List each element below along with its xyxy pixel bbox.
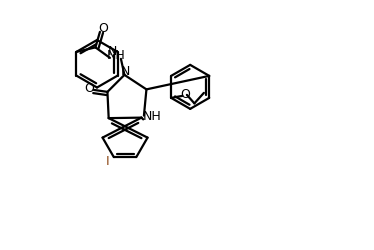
Text: O: O	[180, 88, 190, 101]
Text: N: N	[108, 44, 117, 58]
Text: NH: NH	[142, 110, 161, 124]
Text: N: N	[121, 65, 131, 78]
Text: O: O	[85, 82, 94, 95]
Text: O: O	[98, 22, 108, 35]
Text: NH: NH	[107, 50, 126, 62]
Text: I: I	[106, 155, 110, 168]
